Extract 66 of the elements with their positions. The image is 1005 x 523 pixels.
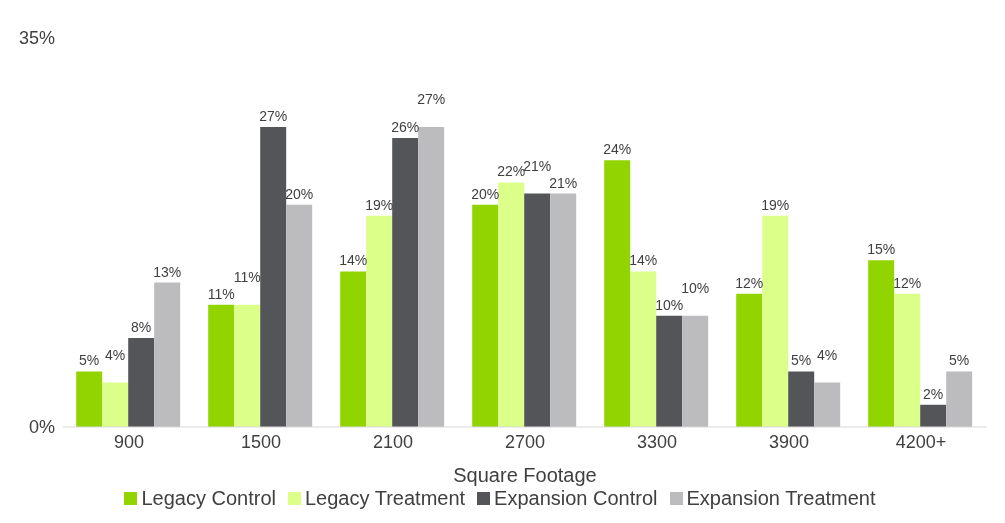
data-label: 4% xyxy=(817,346,838,363)
x-tick-label: 2100 xyxy=(372,431,414,452)
bar xyxy=(366,215,393,427)
data-label: 14% xyxy=(629,252,658,269)
legend-label: Legacy Control xyxy=(141,487,276,510)
bar xyxy=(630,271,657,427)
bar xyxy=(788,371,815,427)
bar xyxy=(208,304,235,427)
bar xyxy=(550,193,577,427)
x-axis-title: Square Footage xyxy=(453,464,597,486)
legend-label: Expansion Control xyxy=(494,487,658,510)
data-label: 12% xyxy=(735,274,764,291)
bar xyxy=(868,260,895,427)
bar xyxy=(946,371,973,427)
bar xyxy=(498,182,525,427)
data-label: 13% xyxy=(153,263,182,280)
data-label: 8% xyxy=(131,319,152,336)
bar xyxy=(762,215,789,427)
bar xyxy=(814,382,841,427)
data-label: 11% xyxy=(207,285,235,302)
data-label: 15% xyxy=(867,241,896,258)
data-label: 5% xyxy=(949,352,970,369)
data-label: 10% xyxy=(655,296,684,313)
bar xyxy=(920,404,947,427)
data-label: 12% xyxy=(893,274,922,291)
data-label: 24% xyxy=(603,141,632,158)
x-tick-label: 900 xyxy=(113,431,145,452)
data-label: 14% xyxy=(339,252,368,269)
bar xyxy=(76,371,103,427)
x-tick-label: 1500 xyxy=(240,431,282,452)
bar xyxy=(682,315,709,427)
bar xyxy=(736,293,763,427)
data-label: 20% xyxy=(285,185,314,202)
bar xyxy=(524,193,551,427)
bar xyxy=(154,282,181,427)
x-tick-label: 4200+ xyxy=(895,431,947,452)
legend-label: Legacy Treatment xyxy=(305,487,466,510)
data-label: 21% xyxy=(549,174,578,191)
x-tick-label: 3300 xyxy=(636,431,678,452)
bar xyxy=(128,338,155,427)
bar xyxy=(894,293,921,427)
bar xyxy=(418,126,445,427)
legend-label: Expansion Treatment xyxy=(686,487,876,510)
y-tick-label: 0% xyxy=(28,417,55,438)
bar xyxy=(656,315,683,427)
data-label: 4% xyxy=(105,346,126,363)
data-label: 27% xyxy=(259,107,288,124)
bar xyxy=(234,304,261,427)
x-tick-label: 2700 xyxy=(504,431,546,452)
bar xyxy=(340,271,367,427)
data-label: 10% xyxy=(681,279,710,296)
x-tick-label: 3900 xyxy=(768,431,810,452)
data-label: 5% xyxy=(79,352,100,369)
bar xyxy=(102,382,129,427)
bar xyxy=(392,138,419,427)
bar xyxy=(286,204,313,427)
data-label: 27% xyxy=(417,90,446,107)
y-tick-label: 35% xyxy=(18,28,55,49)
bar xyxy=(472,204,499,427)
data-label: 2% xyxy=(923,385,944,402)
bar xyxy=(604,160,631,427)
data-label: 20% xyxy=(471,185,500,202)
bar xyxy=(260,126,287,427)
data-label: 5% xyxy=(791,352,812,369)
data-label: 26% xyxy=(391,119,420,136)
data-label: 19% xyxy=(761,196,790,213)
